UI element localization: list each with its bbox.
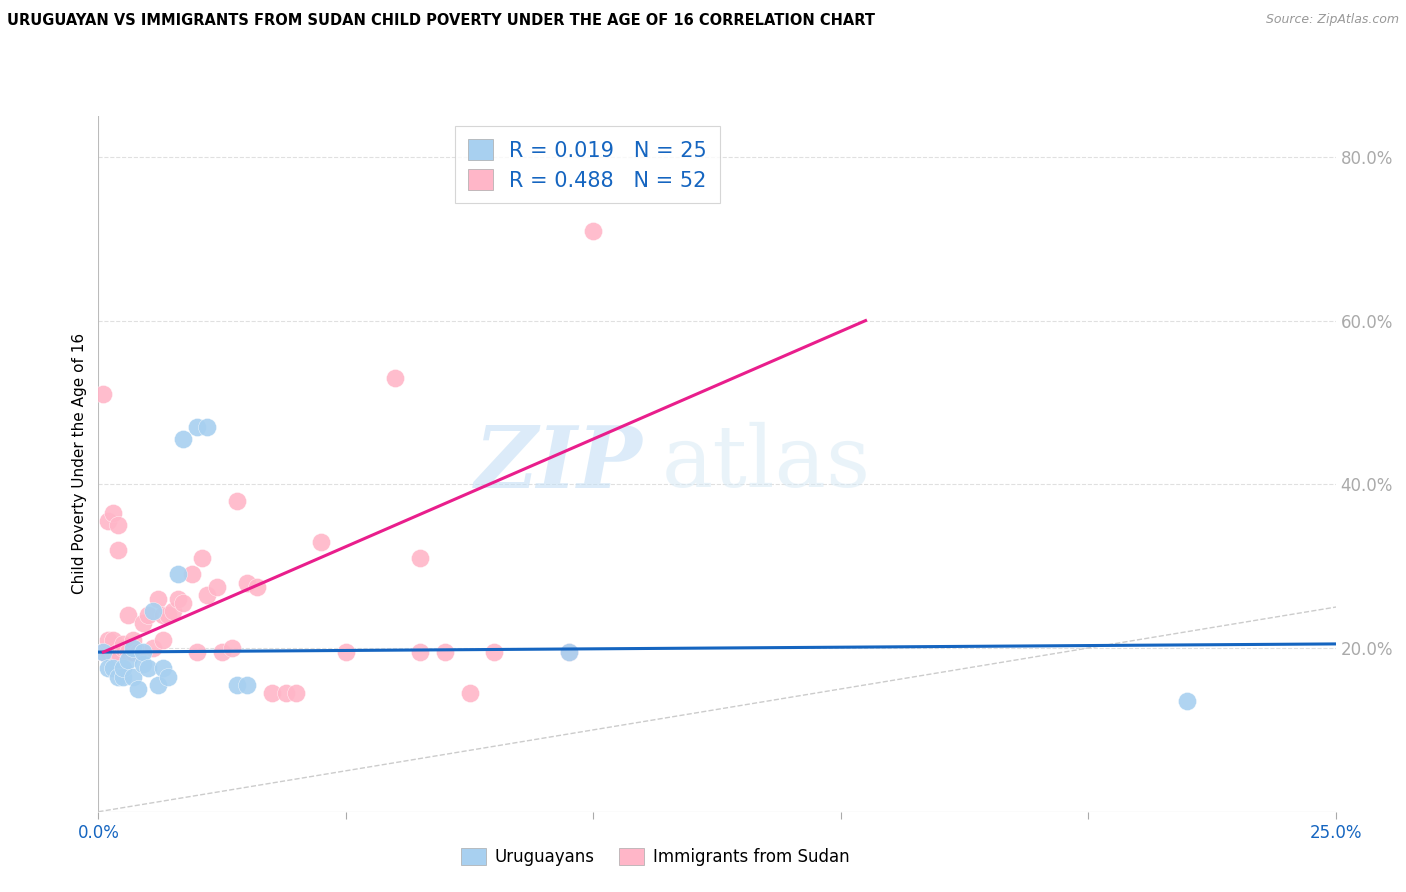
Text: ZIP: ZIP xyxy=(475,422,643,506)
Point xyxy=(285,686,308,700)
Point xyxy=(152,608,174,623)
Point xyxy=(117,653,139,667)
Point xyxy=(107,518,129,533)
Point xyxy=(103,632,125,647)
Point xyxy=(122,632,145,647)
Point xyxy=(117,645,139,659)
Point xyxy=(103,645,125,659)
Text: URUGUAYAN VS IMMIGRANTS FROM SUDAN CHILD POVERTY UNDER THE AGE OF 16 CORRELATION: URUGUAYAN VS IMMIGRANTS FROM SUDAN CHILD… xyxy=(7,13,875,29)
Point xyxy=(97,645,120,659)
Point xyxy=(112,637,135,651)
Point xyxy=(236,678,259,692)
Point xyxy=(122,645,145,659)
Point xyxy=(191,551,214,566)
Point xyxy=(195,420,218,434)
Point xyxy=(195,588,218,602)
Point xyxy=(384,371,406,385)
Point xyxy=(226,493,249,508)
Point xyxy=(93,645,115,659)
Point xyxy=(226,678,249,692)
Point xyxy=(107,542,129,557)
Point xyxy=(172,432,194,446)
Point xyxy=(93,387,115,401)
Legend: Uruguayans, Immigrants from Sudan: Uruguayans, Immigrants from Sudan xyxy=(454,841,856,873)
Point xyxy=(166,591,188,606)
Point xyxy=(146,591,169,606)
Point xyxy=(221,640,243,655)
Point xyxy=(162,604,184,618)
Point xyxy=(127,681,149,696)
Point xyxy=(152,632,174,647)
Point xyxy=(142,604,165,618)
Point xyxy=(246,580,269,594)
Point xyxy=(136,608,159,623)
Point xyxy=(93,645,115,659)
Point xyxy=(211,645,233,659)
Point xyxy=(458,686,481,700)
Point xyxy=(97,661,120,675)
Point xyxy=(433,645,456,659)
Point xyxy=(186,645,208,659)
Point xyxy=(97,632,120,647)
Point xyxy=(276,686,298,700)
Point xyxy=(181,567,204,582)
Point xyxy=(557,645,579,659)
Point xyxy=(484,645,506,659)
Point xyxy=(236,575,259,590)
Point xyxy=(112,661,135,675)
Point xyxy=(186,420,208,434)
Point xyxy=(93,645,115,659)
Point xyxy=(156,608,179,623)
Point xyxy=(172,596,194,610)
Point xyxy=(127,645,149,659)
Point xyxy=(582,223,605,237)
Point xyxy=(335,645,357,659)
Point xyxy=(260,686,283,700)
Point xyxy=(152,661,174,675)
Text: Source: ZipAtlas.com: Source: ZipAtlas.com xyxy=(1265,13,1399,27)
Point xyxy=(136,661,159,675)
Point xyxy=(103,506,125,520)
Point xyxy=(107,670,129,684)
Point xyxy=(205,580,228,594)
Point xyxy=(557,645,579,659)
Point xyxy=(156,670,179,684)
Point xyxy=(309,534,332,549)
Point xyxy=(146,678,169,692)
Point xyxy=(112,640,135,655)
Point xyxy=(132,616,155,631)
Point xyxy=(142,640,165,655)
Point xyxy=(166,567,188,582)
Point xyxy=(103,661,125,675)
Y-axis label: Child Poverty Under the Age of 16: Child Poverty Under the Age of 16 xyxy=(72,334,87,594)
Point xyxy=(1175,694,1198,708)
Point xyxy=(409,645,432,659)
Point xyxy=(97,514,120,528)
Point xyxy=(107,645,129,659)
Point xyxy=(122,670,145,684)
Point xyxy=(132,657,155,672)
Point xyxy=(117,608,139,623)
Point xyxy=(122,640,145,655)
Point xyxy=(112,670,135,684)
Point xyxy=(409,551,432,566)
Text: atlas: atlas xyxy=(661,422,870,506)
Point xyxy=(132,645,155,659)
